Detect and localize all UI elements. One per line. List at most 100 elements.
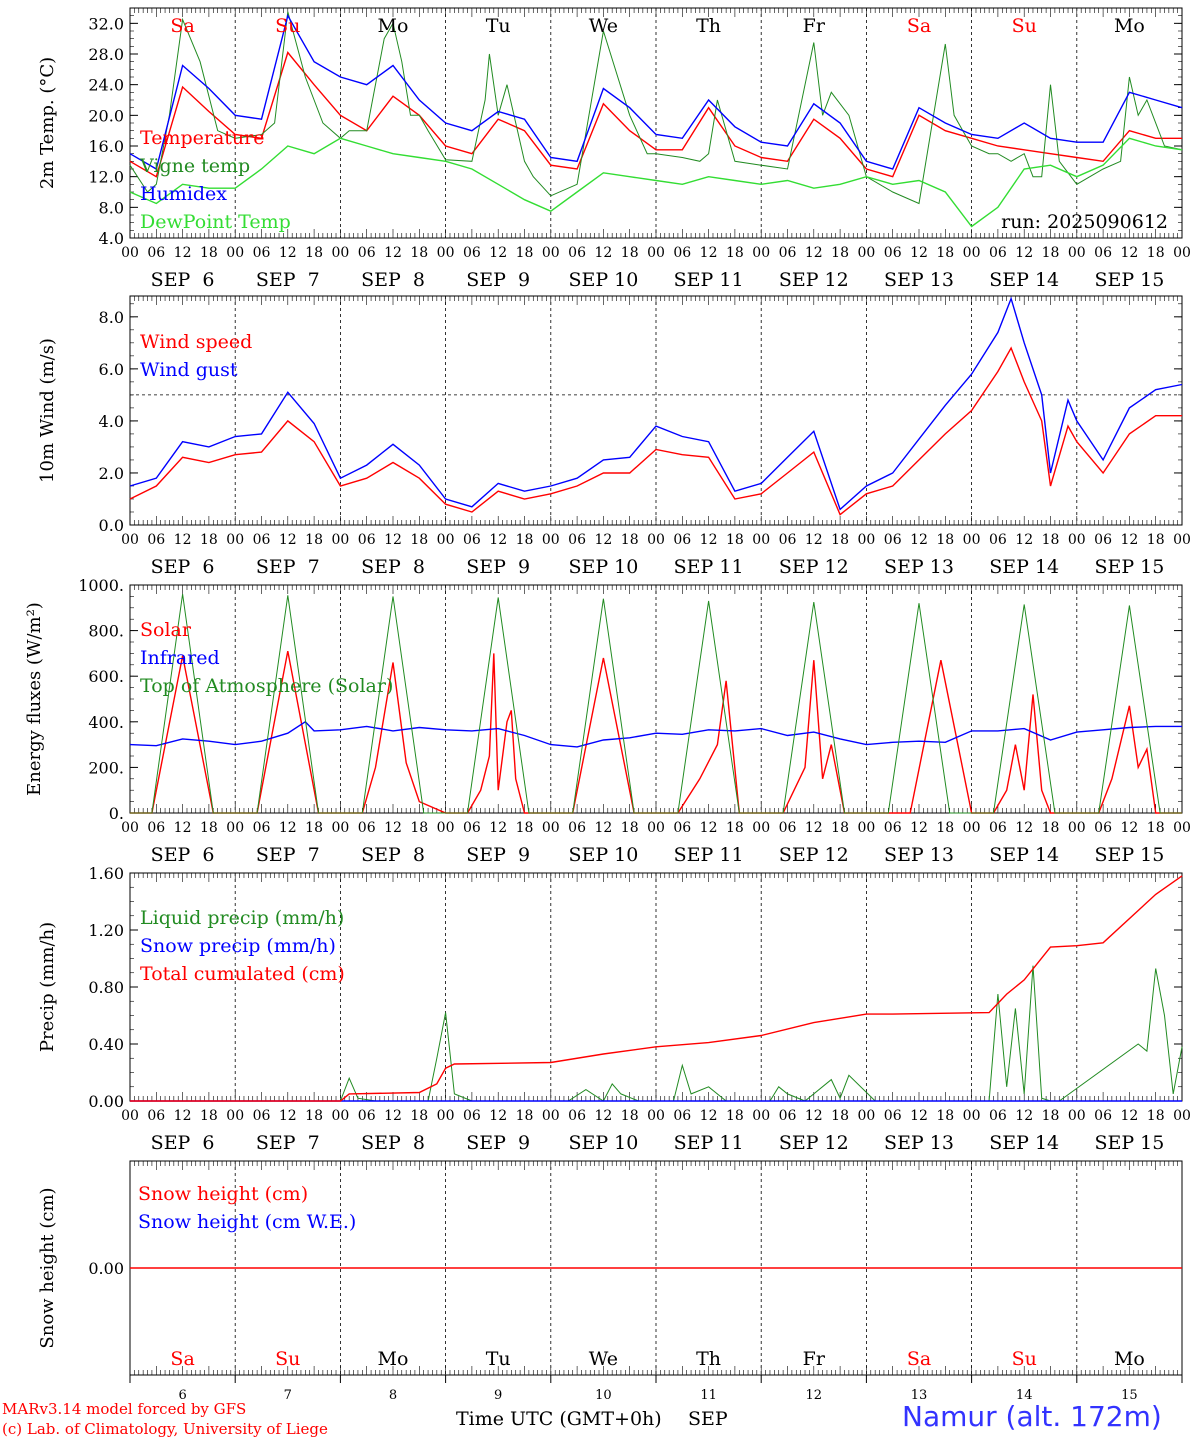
x-hour-label: 06 <box>673 532 691 548</box>
x-hour-label: 12 <box>1015 532 1033 548</box>
weekday-label: Th <box>696 15 721 37</box>
x-date-label: SEP 8 <box>361 1132 425 1154</box>
x-day-number: 9 <box>494 1388 502 1403</box>
x-date-label: SEP 13 <box>884 1132 954 1154</box>
legend-entry: Solar <box>140 619 192 641</box>
x-hour-label: 00 <box>331 820 349 836</box>
x-hour-label: 12 <box>279 1108 297 1124</box>
x-date-label: SEP 6 <box>151 269 215 291</box>
x-hour-label: 12 <box>805 245 823 261</box>
series-line-infrared <box>129 720 1182 748</box>
legend-entry: Vigne temp <box>139 155 250 177</box>
x-hour-label: 00 <box>121 532 139 548</box>
x-date-label: SEP 10 <box>568 1132 638 1154</box>
x-hour-label: 06 <box>884 820 902 836</box>
x-hour-label: 00 <box>1068 532 1086 548</box>
x-hour-label: 00 <box>437 1108 455 1124</box>
x-hour-label: 00 <box>647 820 665 836</box>
x-hour-label: 18 <box>410 820 428 836</box>
x-hour-label: 12 <box>805 820 823 836</box>
y-tick-label: 20.0 <box>88 106 124 125</box>
x-day-number: 6 <box>178 1388 186 1403</box>
x-hour-label: 00 <box>437 820 455 836</box>
x-date-label: SEP 8 <box>361 844 425 866</box>
x-hour-label: 00 <box>331 245 349 261</box>
x-hour-label: 12 <box>910 820 928 836</box>
x-hour-label: 12 <box>1120 532 1138 548</box>
legend-entry: Temperature <box>140 127 264 149</box>
x-hour-label: 00 <box>857 245 875 261</box>
x-hour-label: 18 <box>831 532 849 548</box>
x-hour-label: 18 <box>410 245 428 261</box>
x-hour-label: 06 <box>358 820 376 836</box>
x-hour-label: 18 <box>936 532 954 548</box>
x-hour-label: 12 <box>594 245 612 261</box>
x-hour-label: 00 <box>752 245 770 261</box>
y-tick-label: 0.40 <box>88 1035 124 1054</box>
x-hour-label: 18 <box>726 245 744 261</box>
x-hour-label: 18 <box>1042 820 1060 836</box>
x-hour-label: 12 <box>594 532 612 548</box>
x-date-label: SEP 9 <box>466 844 530 866</box>
x-hour-label: 06 <box>779 1108 797 1124</box>
x-date-label: SEP 14 <box>989 556 1059 578</box>
series-line-humidex <box>129 13 1183 171</box>
x-hour-label: 06 <box>568 245 586 261</box>
y-tick-label: 1000. <box>78 576 124 595</box>
x-date-label: SEP 8 <box>361 269 425 291</box>
x-hour-label: 00 <box>542 245 560 261</box>
weekday-label: Tu <box>486 1348 511 1370</box>
weekday-label: Su <box>1012 1348 1037 1370</box>
x-hour-label: 00 <box>647 532 665 548</box>
x-hour-label: 06 <box>253 245 271 261</box>
y-tick-label: 1.60 <box>88 864 124 883</box>
x-date-label: SEP 15 <box>1094 556 1164 578</box>
x-hour-label: 12 <box>1015 1108 1033 1124</box>
x-date-label: SEP 15 <box>1094 1132 1164 1154</box>
x-hour-label: 06 <box>1094 245 1112 261</box>
x-hour-label: 00 <box>1068 245 1086 261</box>
x-hour-label: 18 <box>621 820 639 836</box>
series-line-temperature <box>129 51 1182 178</box>
y-tick-label: 800. <box>88 622 124 641</box>
x-hour-label: 12 <box>594 820 612 836</box>
x-hour-label: 00 <box>542 532 560 548</box>
legend-entry: Liquid precip (mm/h) <box>140 907 344 929</box>
y-axis-title: 2m Temp. (°C) <box>37 57 58 189</box>
x-date-label: SEP 15 <box>1094 844 1164 866</box>
x-hour-label: 00 <box>857 1108 875 1124</box>
x-hour-label: 00 <box>226 1108 244 1124</box>
x-date-label: SEP 11 <box>674 844 744 866</box>
x-hour-label: 00 <box>1173 1108 1191 1124</box>
x-hour-label: 12 <box>279 532 297 548</box>
x-hour-label: 18 <box>1042 532 1060 548</box>
y-tick-label: 28.0 <box>88 45 124 64</box>
series-line-vigne-temp <box>129 11 1183 205</box>
x-hour-label: 00 <box>1068 820 1086 836</box>
series-line-wind-speed <box>129 346 1182 516</box>
series-line-liquid-precip-mm-h- <box>130 965 1183 1102</box>
x-date-label: SEP 13 <box>884 556 954 578</box>
x-hour-label: 12 <box>174 1108 192 1124</box>
y-tick-label: 24.0 <box>88 76 124 95</box>
x-date-label: SEP 13 <box>884 844 954 866</box>
x-hour-label: 12 <box>1120 1108 1138 1124</box>
x-hour-label: 06 <box>463 245 481 261</box>
series-line-total-cumulated-cm- <box>130 875 1183 1102</box>
x-hour-label: 00 <box>963 820 981 836</box>
x-date-label: SEP 6 <box>151 1132 215 1154</box>
legend-entry: Top of Atmosphere (Solar) <box>140 675 393 697</box>
x-hour-label: 12 <box>1120 820 1138 836</box>
x-date-label: SEP 6 <box>151 844 215 866</box>
x-day-number: 12 <box>806 1388 823 1403</box>
x-day-number: 7 <box>284 1388 292 1403</box>
x-hour-label: 00 <box>752 532 770 548</box>
legend-entry: Wind speed <box>140 331 252 353</box>
x-hour-label: 06 <box>147 245 165 261</box>
x-hour-label: 18 <box>516 532 534 548</box>
x-hour-label: 18 <box>1147 532 1165 548</box>
x-hour-label: 00 <box>752 1108 770 1124</box>
x-hour-label: 00 <box>1173 820 1191 836</box>
weekday-label: Mo <box>1114 15 1145 37</box>
